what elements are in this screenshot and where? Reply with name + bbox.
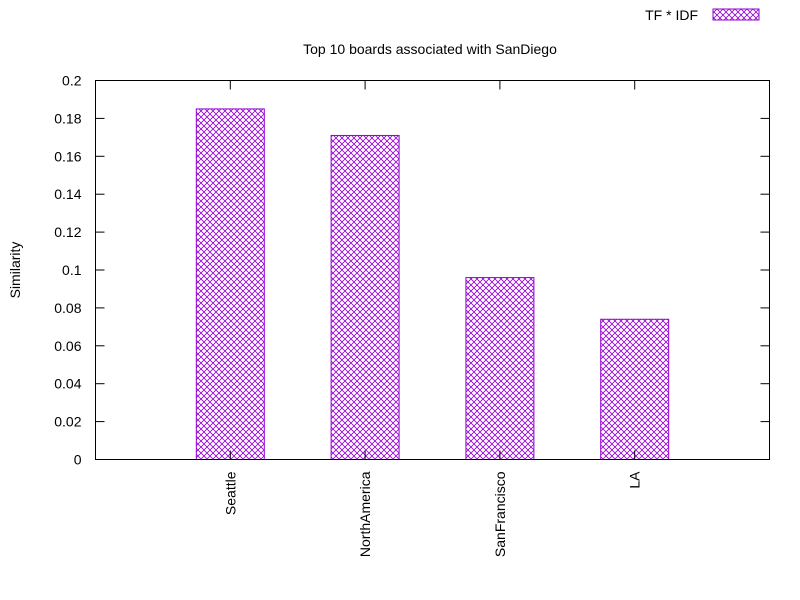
bar-la [600,318,670,460]
bar-sanfrancisco [465,277,535,460]
y-axis-ticks: 0 0.02 0.04 0.06 0.08 0.1 0.12 0.14 0.16 0.18 0.2 [54,73,770,468]
y-tick-label: 0.1 [62,262,82,278]
bar-northamerica [330,134,400,461]
chart-title: Top 10 boards associated with SanDiego [303,41,557,57]
legend: TF * IDF [645,7,760,23]
y-tick-label: 0.06 [54,338,81,354]
y-tick-label: 0.02 [54,414,81,430]
x-tick-label-northamerica: NorthAmerica [357,471,373,557]
y-tick-label: 0.2 [62,73,82,89]
y-axis-label: Similarity [7,242,23,299]
y-tick-label: 0.14 [54,186,81,202]
bar-seattle [195,108,265,461]
x-axis-ticks: Seattle NorthAmerica SanFrancisco LA [222,80,643,557]
plot-frame [95,80,770,460]
y-tick-label: 0.08 [54,300,81,316]
y-tick-label: 0.04 [54,376,81,392]
y-tick-label: 0.12 [54,224,81,240]
legend-swatch [712,8,760,21]
y-tick-label: 0 [74,452,82,468]
x-tick-label-seattle: Seattle [222,471,238,515]
y-tick-label: 0.18 [54,110,81,126]
x-tick-label-sanfrancisco: SanFrancisco [492,471,508,557]
y-tick-label: 0.16 [54,148,81,164]
legend-label: TF * IDF [645,7,698,23]
x-tick-label-la: LA [627,471,643,489]
bars [195,108,670,461]
